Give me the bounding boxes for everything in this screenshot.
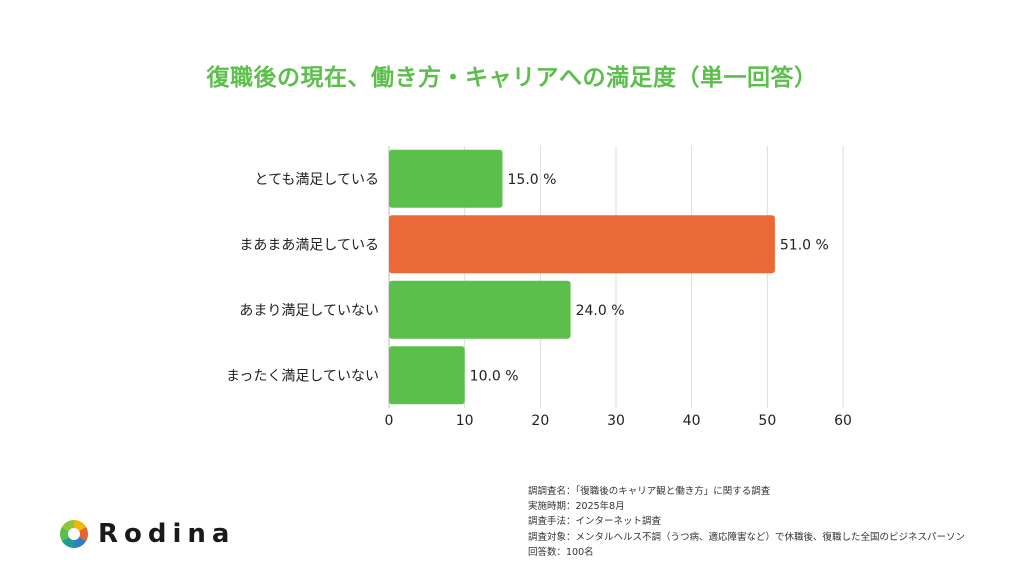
bar bbox=[389, 346, 465, 405]
x-tick-label: 10 bbox=[456, 413, 474, 429]
brand-logo: Rodina bbox=[58, 516, 235, 552]
survey-note-method: 調査手法：インターネット調査 bbox=[528, 516, 662, 528]
x-tick-label: 50 bbox=[758, 413, 776, 429]
x-tick-label: 40 bbox=[683, 413, 701, 429]
bar-value-label: 51.0 % bbox=[780, 237, 829, 253]
bar bbox=[389, 149, 503, 208]
y-category-label: まったく満足していない bbox=[226, 368, 379, 384]
x-tick-label: 20 bbox=[531, 413, 549, 429]
survey-note-period: 実施時期：2025年8月 bbox=[528, 501, 625, 513]
chart-title: 復職後の現在、働き方・キャリアへの満足度（単一回答） bbox=[206, 65, 818, 91]
bar-value-label: 24.0 % bbox=[576, 303, 625, 319]
bar bbox=[389, 280, 571, 339]
brand-name: Rodina bbox=[98, 519, 236, 549]
x-tick-label: 0 bbox=[385, 413, 394, 429]
y-category-label: まあまあ満足している bbox=[239, 237, 379, 253]
y-category-label: あまり満足していない bbox=[239, 303, 379, 319]
bar-value-label: 15.0 % bbox=[508, 172, 557, 188]
rodina-ring-logo-icon bbox=[60, 520, 88, 548]
survey-note-name: 調調査名：「復職後のキャリア観と働き方」に関する調査 bbox=[528, 486, 771, 497]
survey-notes: 調調査名：「復職後のキャリア観と働き方」に関する調査 実施時期：2025年8月 … bbox=[528, 484, 965, 560]
x-tick-label: 30 bbox=[607, 413, 625, 429]
survey-note-count: 回答数：100名 bbox=[528, 546, 594, 558]
bar-highlight bbox=[389, 215, 775, 274]
survey-note-target: 調査対象：メンタルヘルス不調（うつ病、適応障害など）で休職後、復職した全国のビジ… bbox=[528, 531, 966, 543]
bar-value-label: 10.0 % bbox=[470, 368, 519, 384]
y-category-label: とても満足している bbox=[255, 172, 379, 188]
x-tick-label: 60 bbox=[834, 413, 852, 429]
